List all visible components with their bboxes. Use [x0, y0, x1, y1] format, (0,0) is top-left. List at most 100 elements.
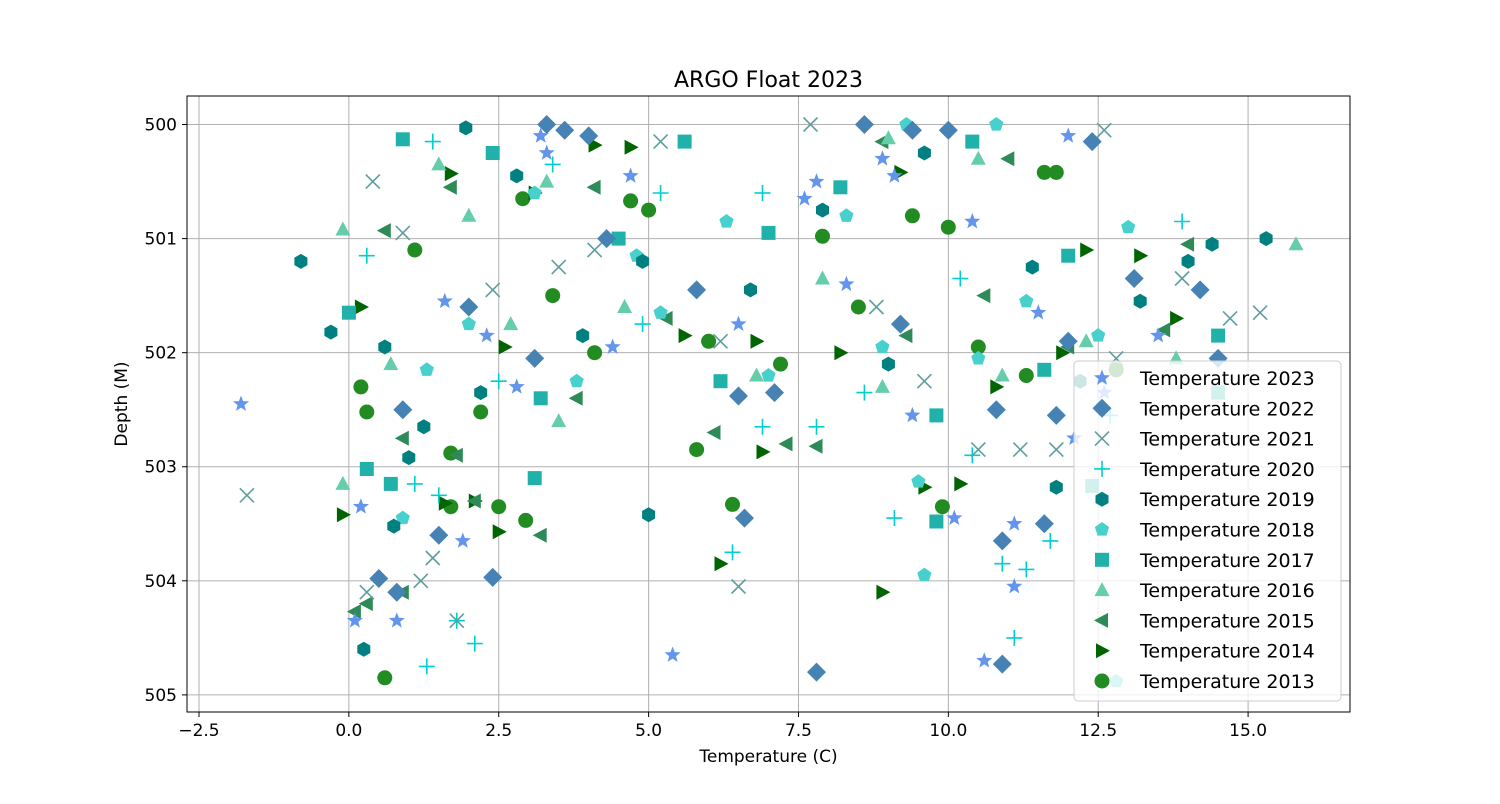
- data-point: [802, 116, 819, 133]
- data-point: [725, 496, 740, 512]
- data-point: [418, 658, 435, 675]
- data-point: [992, 531, 1012, 551]
- data-point: [527, 185, 542, 200]
- x-tick-label: 10.0: [929, 721, 967, 741]
- data-point: [1006, 629, 1023, 646]
- data-point: [369, 569, 389, 588]
- data-point: [735, 508, 754, 528]
- y-tick: 501: [145, 230, 187, 250]
- legend-label: Temperature 2015: [1139, 610, 1315, 632]
- data-point: [994, 555, 1011, 572]
- data-point: [706, 425, 721, 440]
- data-point: [929, 514, 944, 529]
- data-point: [1124, 269, 1144, 288]
- legend-item: Temperature 2022: [1092, 398, 1315, 420]
- data-point: [461, 316, 476, 331]
- y-tick: 505: [145, 686, 187, 706]
- data-point: [413, 573, 429, 589]
- data-point: [970, 442, 986, 458]
- legend-item: Temperature 2014: [1096, 641, 1315, 663]
- data-point: [976, 288, 991, 304]
- data-point: [990, 379, 1005, 395]
- data-point: [442, 179, 457, 195]
- data-point: [387, 518, 401, 534]
- data-point: [324, 324, 338, 340]
- data-point: [395, 132, 410, 147]
- data-point: [510, 168, 524, 184]
- x-tick: 5.0: [635, 712, 662, 741]
- data-point: [388, 612, 405, 628]
- data-point: [544, 156, 561, 173]
- legend-label: Temperature 2014: [1139, 641, 1315, 663]
- data-point: [898, 328, 913, 344]
- data-point: [1082, 132, 1102, 152]
- data-point: [587, 242, 603, 258]
- legend-label: Temperature 2013: [1139, 671, 1315, 693]
- data-point: [429, 525, 449, 545]
- data-point: [551, 413, 567, 428]
- data-point: [1012, 442, 1028, 458]
- legend-marker: [1094, 460, 1110, 477]
- data-point: [359, 462, 374, 476]
- x-tick: 0.0: [335, 712, 362, 741]
- axis-ticks: −2.5 0.0 2.5 5.0 7.5 10.0 12.5 15.0 500 501 502 503…: [145, 116, 1267, 741]
- legend-marker: [1094, 522, 1110, 536]
- data-point: [815, 228, 830, 244]
- data-point: [1211, 328, 1226, 343]
- data-point: [989, 117, 1004, 131]
- legend-marker: [1095, 552, 1109, 567]
- legend-label: Temperature 2023: [1139, 368, 1315, 390]
- data-point: [568, 390, 583, 406]
- data-point: [992, 654, 1012, 674]
- data-point: [551, 259, 567, 275]
- data-point: [239, 487, 255, 503]
- data-point: [336, 507, 351, 523]
- data-point: [473, 404, 489, 420]
- data-point: [492, 524, 507, 540]
- data-point: [365, 174, 381, 190]
- data-point: [537, 115, 557, 134]
- data-point: [730, 578, 747, 595]
- data-point: [419, 362, 434, 376]
- data-point: [1061, 248, 1076, 263]
- data-point: [1134, 248, 1149, 264]
- data-point: [1018, 561, 1035, 578]
- data-point: [532, 127, 549, 143]
- x-tick: 12.5: [1079, 712, 1117, 741]
- data-point: [724, 544, 741, 561]
- data-point: [622, 167, 639, 183]
- data-point: [539, 173, 555, 188]
- data-point: [1030, 304, 1047, 320]
- data-point: [1058, 331, 1078, 351]
- data-point: [880, 130, 896, 145]
- y-tick: 500: [145, 116, 187, 136]
- data-point: [538, 144, 555, 160]
- legend-marker: [1094, 582, 1110, 597]
- data-point: [357, 641, 371, 657]
- data-point: [387, 582, 407, 602]
- x-tick: 7.5: [785, 712, 812, 741]
- data-point: [946, 509, 963, 525]
- data-point: [430, 487, 447, 504]
- legend-marker: [1093, 369, 1111, 385]
- data-point: [971, 350, 986, 365]
- legend-marker: [1094, 612, 1108, 628]
- y-tick-label: 501: [145, 230, 177, 250]
- data-point: [807, 662, 826, 682]
- series-temperature-2022: [369, 115, 1228, 682]
- x-tick: 2.5: [485, 712, 512, 741]
- y-tick-label: 502: [145, 344, 177, 364]
- data-point: [576, 328, 590, 344]
- data-point: [478, 327, 495, 343]
- data-point: [579, 126, 599, 146]
- series-temperature-2023: [232, 127, 1167, 668]
- data-point: [1048, 442, 1064, 458]
- data-point: [833, 180, 848, 195]
- data-point: [678, 328, 693, 344]
- data-point: [1006, 515, 1023, 531]
- y-axis-label: Depth (M): [112, 361, 132, 446]
- data-point: [1049, 479, 1063, 495]
- data-point: [976, 652, 993, 668]
- data-point: [881, 356, 895, 372]
- data-point: [383, 476, 398, 491]
